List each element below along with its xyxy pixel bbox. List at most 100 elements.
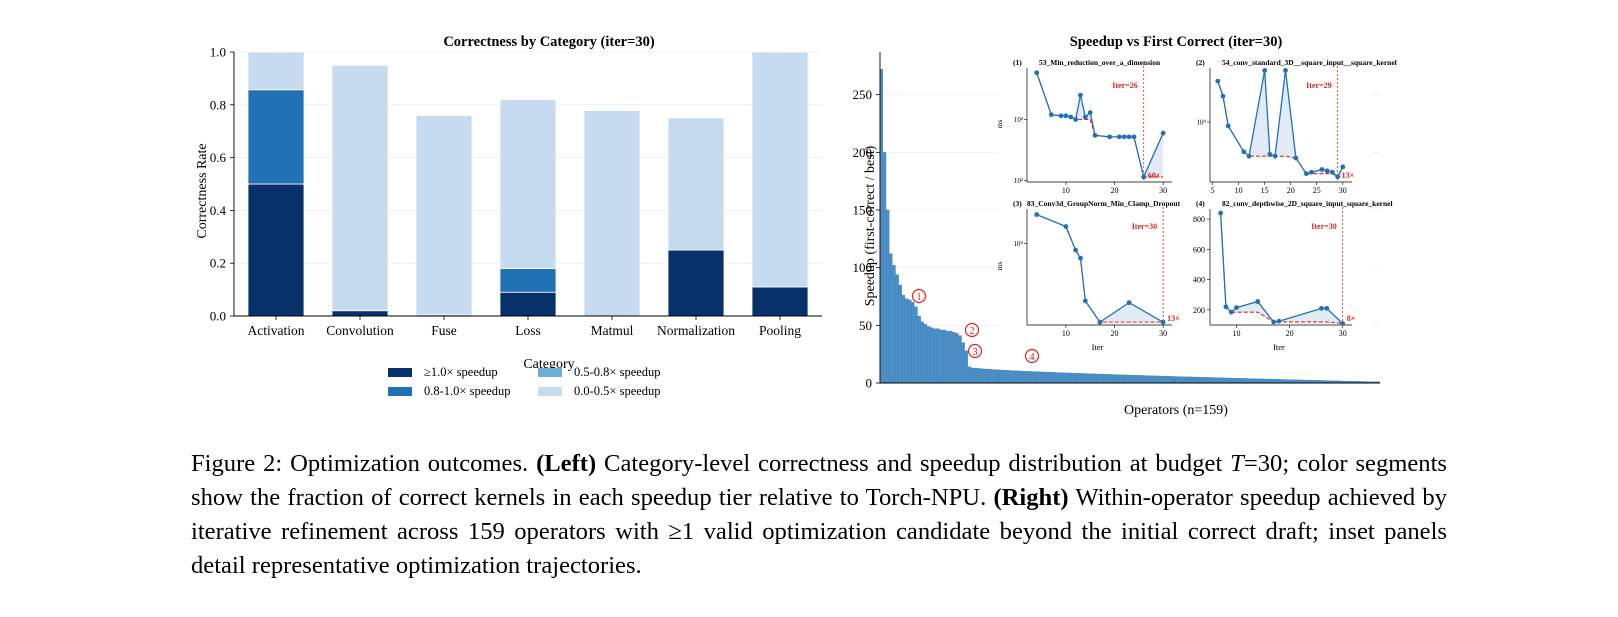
inset-panel: (4) 82_conv_depthwise_2D_square_input_squ…	[1182, 197, 1393, 352]
operator-bar	[1106, 374, 1110, 384]
category-label: Loss	[515, 323, 541, 338]
inset-point	[1267, 151, 1273, 157]
operator-bar	[1254, 378, 1258, 384]
bar-segment	[415, 114, 473, 316]
inset-background	[999, 56, 1192, 202]
ytick-label: 0.4	[210, 203, 227, 218]
marker-circle	[967, 343, 983, 359]
operator-bar	[1241, 378, 1245, 384]
inset-point	[1319, 305, 1324, 311]
operator-bar	[905, 298, 909, 384]
inset-background	[1182, 56, 1372, 202]
operator-bar	[1272, 379, 1277, 384]
inset-point	[1082, 114, 1088, 120]
inset-point	[1241, 149, 1247, 155]
operator-bar	[1109, 374, 1113, 384]
inset-best-iter-label: Iter=29	[1306, 81, 1331, 90]
operator-bar	[1150, 375, 1154, 384]
operator-bar	[1257, 378, 1261, 384]
operator-bar	[892, 265, 896, 384]
operator-bar	[974, 367, 978, 384]
operator-bar	[1043, 371, 1047, 384]
inset-point	[1048, 112, 1054, 118]
bar-segment	[667, 117, 725, 251]
inset-point	[1324, 305, 1330, 311]
right-ylabel: Speedup (first-correct / best)	[863, 145, 878, 306]
bar-segment	[247, 183, 305, 317]
ytick-label: 0.6	[210, 150, 227, 165]
operator-bar	[1027, 371, 1031, 384]
operator-bar	[1024, 371, 1028, 384]
operator-bar	[1137, 375, 1141, 384]
operator-bar	[1203, 377, 1207, 384]
operator-bar	[1081, 373, 1085, 384]
inset-speedup-label: 8×	[1347, 314, 1356, 323]
category-label: Convolution	[326, 323, 394, 338]
operator-bar	[1159, 375, 1163, 384]
inset-xtick-label: 10	[1235, 186, 1243, 195]
bar-segment	[247, 51, 305, 91]
bar-segment	[499, 268, 557, 293]
operator-bar	[1228, 377, 1233, 384]
inset-point	[1234, 305, 1239, 311]
operator-bar	[1144, 375, 1148, 384]
inset-xlabel: Iter	[1092, 342, 1104, 352]
operator-bar	[961, 342, 965, 384]
left-axes: 0.0 0.2 0.4 0.6 0.8 1.0 Activation Convolution F…	[210, 45, 822, 338]
inset-xtick-label: 5	[1211, 186, 1215, 195]
operator-bar	[1021, 370, 1025, 384]
inset-point	[1034, 212, 1040, 217]
operator-bar	[1093, 373, 1097, 384]
bar-segment	[499, 99, 557, 269]
bar-segment	[667, 249, 725, 317]
category-label: Normalization	[657, 323, 735, 338]
inset-gap-fill	[1217, 70, 1343, 177]
inset-point	[1058, 113, 1064, 119]
operator-bar	[1156, 375, 1160, 384]
operator-bar	[1213, 377, 1217, 384]
operator-bar	[1172, 376, 1176, 384]
inset-ytick-label: 10⁴	[1197, 119, 1207, 127]
caption-left-text: Category-level correctness and speedup d…	[604, 450, 1223, 477]
inset-best-iter-label: Iter=30	[1132, 222, 1157, 231]
inset-ytick-label: 800	[1193, 215, 1205, 224]
operator-bar	[1291, 379, 1295, 384]
inset-point	[1126, 300, 1132, 306]
operator-bar	[1118, 374, 1123, 384]
operator-bar	[1033, 371, 1038, 384]
inset-point	[1121, 134, 1127, 140]
operator-bar	[1250, 378, 1255, 384]
marker-circle	[911, 288, 927, 304]
inset-speedup-label: 13×	[1167, 314, 1180, 323]
inset-xtick-label: 10	[1062, 329, 1070, 338]
operator-bar	[936, 328, 940, 384]
operator-bar	[920, 321, 924, 384]
operator-bar	[1184, 376, 1189, 384]
operator-bar	[1285, 379, 1289, 384]
operator-bar	[1169, 376, 1173, 384]
operator-bar	[1099, 373, 1104, 384]
ytick-label: 200	[853, 145, 873, 160]
operator-bar	[1197, 377, 1201, 384]
category-label: Fuse	[431, 323, 457, 338]
operator-bar	[996, 369, 1000, 384]
operator-bar	[1166, 376, 1170, 384]
operator-bar	[1298, 379, 1302, 384]
operator-bar	[1269, 379, 1273, 384]
operator-bar	[983, 368, 987, 384]
inset-panel: (3) 83_Conv3d_GroupNorm_Min_Clamp_Dropout…	[995, 197, 1192, 352]
operator-bar	[1222, 377, 1226, 384]
operator-bar	[952, 332, 956, 384]
operator-bar	[1178, 376, 1182, 384]
operator-bar	[1206, 377, 1211, 384]
inset-point	[1034, 70, 1040, 76]
inset-point	[1063, 113, 1069, 119]
left-ylabel: Correctness Rate	[195, 143, 210, 238]
inset-trajectory-line	[1219, 213, 1344, 324]
inset-point	[1340, 164, 1346, 170]
operator-bar	[1181, 376, 1185, 384]
ytick-label: 0	[866, 376, 873, 391]
inset-point	[1073, 117, 1079, 122]
inset-ytick-label: 10³	[1014, 116, 1023, 124]
legend-swatch	[538, 387, 562, 396]
